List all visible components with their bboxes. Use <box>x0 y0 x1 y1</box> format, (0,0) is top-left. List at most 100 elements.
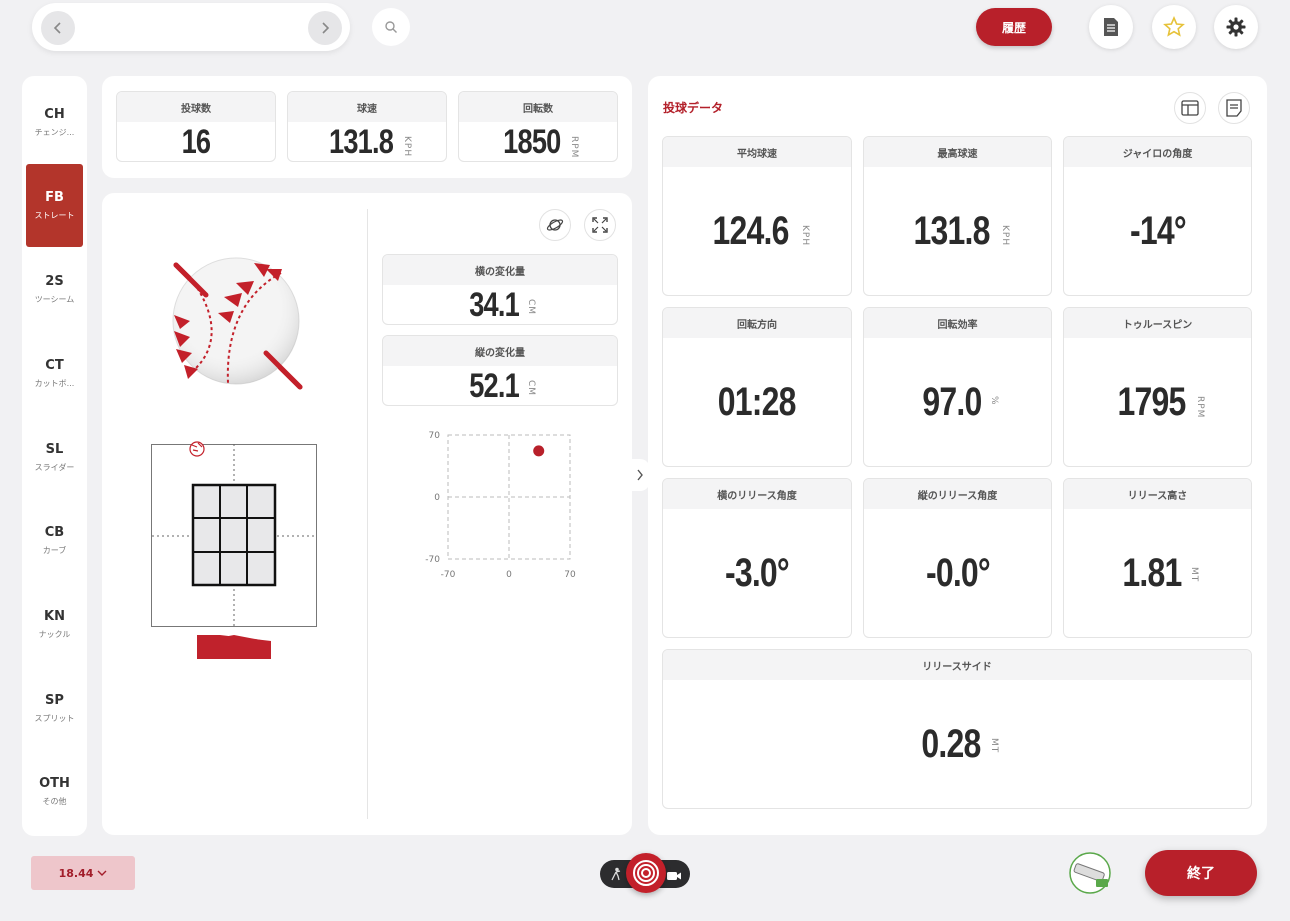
search-icon <box>385 21 397 33</box>
end-session-button[interactable]: 終了 <box>1145 850 1257 896</box>
report-button[interactable] <box>1089 5 1133 49</box>
notes-button[interactable] <box>1218 92 1250 124</box>
cell-label: 縦のリリース角度 <box>864 479 1051 509</box>
pitch-name: チェンジ... <box>34 128 75 137</box>
panel-divider <box>367 209 368 819</box>
pitch-name: スライダー <box>34 463 75 472</box>
visual-card: 横の変化量 34.1 CM 縦の変化量 52.1 CM 70 0 -70 -70 0… <box>102 193 632 835</box>
baseball-spin-icon <box>172 257 303 390</box>
y-tick-label: 70 <box>429 431 441 441</box>
sidebar-item-oth[interactable]: OTH その他 <box>26 750 83 833</box>
stat-label: 回転数 <box>459 92 617 122</box>
pitch-code: CT <box>45 358 64 373</box>
x-tick-label: 0 <box>506 570 512 580</box>
horizontal-break-stat: 横の変化量 34.1 CM <box>382 254 618 325</box>
spin-orbit-button[interactable] <box>539 209 571 241</box>
vertical-break-stat: 縦の変化量 52.1 CM <box>382 335 618 406</box>
table-icon <box>1181 100 1199 116</box>
distance-value: 18.44 <box>58 866 94 880</box>
panel-toggle-button[interactable] <box>630 459 650 491</box>
chevron-right-icon <box>637 469 643 481</box>
distance-selector[interactable]: 18.44 <box>31 856 135 890</box>
video-camera-icon <box>667 872 681 880</box>
pitch-code: CB <box>44 525 65 540</box>
sidebar-item-kn[interactable]: KN ナックル <box>26 583 83 666</box>
pitch-name: ストレート <box>34 211 75 220</box>
cell-label: 平均球速 <box>663 137 851 167</box>
pitcher-mode-button[interactable] <box>608 866 624 882</box>
pitch-code: OTH <box>39 776 70 791</box>
settings-button[interactable] <box>1214 5 1258 49</box>
cell-unit: MT <box>1189 567 1200 583</box>
stat-value: 34.1 <box>469 285 520 324</box>
cell-unit: MT <box>988 738 999 754</box>
chevron-left-icon <box>53 22 61 34</box>
cell-label: 横のリリース角度 <box>663 479 851 509</box>
cell-label: トゥルースピン <box>1064 308 1251 338</box>
sidebar-item-fb[interactable]: FB ストレート <box>26 164 83 247</box>
stat-label: 横の変化量 <box>383 255 617 285</box>
scatter-point <box>533 445 545 457</box>
sidebar-item-ct[interactable]: CT カットボ... <box>26 332 83 415</box>
gyro-angle-cell: ジャイロの角度 -14° <box>1063 136 1252 296</box>
movement-scatter-chart: 70 0 -70 -70 0 70 <box>425 431 576 580</box>
x-tick-label: -70 <box>441 570 456 580</box>
spin-stat: 回転数 1850 RPM <box>458 91 618 162</box>
spin-direction-cell: 回転方向 01:28 <box>662 307 852 467</box>
cell-value: 1795 <box>1117 379 1186 424</box>
pitch-count-stat: 投球数 16 <box>116 91 276 162</box>
pitch-code: KN <box>44 609 65 624</box>
cell-label: リリースサイド <box>663 650 1251 680</box>
cell-value: 1.81 <box>1121 550 1182 595</box>
pitch-data-title: 投球データ <box>663 101 724 115</box>
true-spin-cell: トゥルースピン 1795 RPM <box>1063 307 1252 467</box>
stat-label: 縦の変化量 <box>383 336 617 366</box>
pitch-name: ナックル <box>38 630 71 639</box>
summary-card: 投球数 16 球速 131.8 KPH 回転数 1850 RPM <box>102 76 632 178</box>
orbit-icon <box>546 219 564 231</box>
pitch-code: SP <box>45 693 64 708</box>
forward-button[interactable] <box>308 11 342 45</box>
fullscreen-button[interactable] <box>584 209 616 241</box>
stat-label: 投球数 <box>117 92 275 122</box>
strike-zone-diagram <box>151 441 317 659</box>
search-button[interactable] <box>372 8 410 46</box>
pitch-name: その他 <box>42 797 67 806</box>
notes-icon <box>1226 99 1242 117</box>
cell-value: -14° <box>1129 208 1187 253</box>
release-height-cell: リリース高さ 1.81 MT <box>1063 478 1252 638</box>
back-button[interactable] <box>41 11 75 45</box>
favorite-button[interactable] <box>1152 5 1196 49</box>
video-mode-button[interactable] <box>666 867 684 881</box>
stat-unit: KPH <box>402 136 413 158</box>
cell-value: -0.0° <box>925 550 991 595</box>
sidebar-item-ch[interactable]: CH チェンジ... <box>26 81 83 164</box>
device-status[interactable] <box>1068 852 1112 894</box>
history-button[interactable]: 履歴 <box>976 8 1052 46</box>
sidebar-item-cb[interactable]: CB カーブ <box>26 499 83 582</box>
cell-unit: % <box>989 396 1000 406</box>
cell-value: 0.28 <box>921 721 981 766</box>
sidebar-item-sp[interactable]: SP スプリット <box>26 667 83 750</box>
chevron-down-icon <box>97 870 107 876</box>
cell-value: 124.6 <box>712 208 790 253</box>
pitch-name: スプリット <box>34 714 75 723</box>
gear-icon <box>1226 17 1246 37</box>
stat-value: 16 <box>181 122 211 161</box>
release-side-cell: リリースサイド 0.28 MT <box>662 649 1252 809</box>
expand-icon <box>592 217 608 233</box>
cell-value: 97.0 <box>921 379 982 424</box>
cell-value: -3.0° <box>725 550 790 595</box>
avg-speed-cell: 平均球速 124.6 KPH <box>662 136 852 296</box>
cell-value: 131.8 <box>913 208 990 253</box>
sidebar-item-2s[interactable]: 2S ツーシーム <box>26 248 83 331</box>
spin-efficiency-cell: 回転効率 97.0% <box>863 307 1052 467</box>
cell-unit: RPM <box>1194 396 1205 419</box>
chevron-right-icon <box>322 22 330 34</box>
target-mode-button[interactable] <box>626 853 666 893</box>
pitcher-icon <box>611 867 621 881</box>
table-view-button[interactable] <box>1174 92 1206 124</box>
stat-unit: CM <box>526 380 537 397</box>
stat-value: 131.8 <box>328 122 394 161</box>
sidebar-item-sl[interactable]: SL スライダー <box>26 416 83 499</box>
